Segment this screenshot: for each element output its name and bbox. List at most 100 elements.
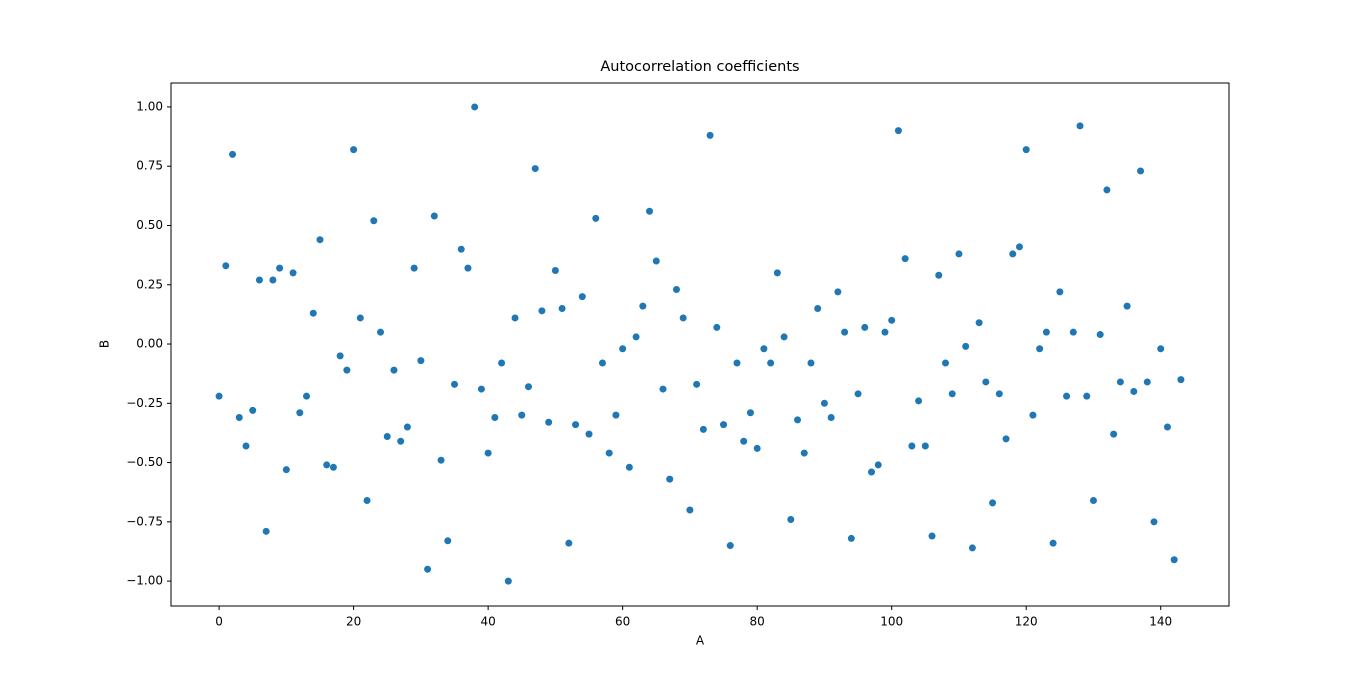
point [289, 269, 297, 277]
point [780, 333, 788, 341]
point [941, 359, 949, 367]
point [276, 264, 284, 272]
point [531, 165, 539, 173]
point [1015, 243, 1023, 251]
point [921, 442, 929, 450]
point [229, 150, 237, 158]
y-tick-label: −0.25 [126, 396, 163, 410]
point [1009, 250, 1017, 258]
point [1063, 392, 1071, 400]
y-tick-label: 0.25 [136, 277, 163, 291]
point [511, 314, 519, 322]
point [1042, 328, 1050, 336]
point [787, 515, 795, 523]
point [773, 269, 781, 277]
point [968, 544, 976, 552]
chart-title: Autocorrelation coefficients [600, 59, 799, 75]
point [894, 127, 902, 135]
point [242, 442, 250, 450]
point [524, 383, 532, 391]
x-tick-label: 0 [215, 615, 223, 629]
point [545, 418, 553, 426]
x-tick-label: 120 [1015, 615, 1038, 629]
point [572, 421, 580, 429]
point [847, 534, 855, 542]
point [982, 378, 990, 386]
point [491, 414, 499, 422]
point [377, 328, 385, 336]
y-tick-label: −0.50 [126, 455, 163, 469]
point [652, 257, 660, 265]
point [632, 333, 640, 341]
point [249, 406, 257, 414]
x-axis-label: A [696, 634, 705, 648]
point [1096, 331, 1104, 339]
x-tick-label: 100 [880, 615, 903, 629]
point [962, 342, 970, 350]
point [955, 250, 963, 258]
point [841, 328, 849, 336]
point [383, 432, 391, 440]
point [444, 537, 452, 545]
point [451, 380, 459, 388]
point [706, 131, 714, 139]
point [989, 499, 997, 507]
point [646, 207, 654, 215]
point [861, 323, 869, 331]
point [585, 430, 593, 438]
point [457, 245, 465, 253]
point [686, 506, 694, 514]
point [794, 416, 802, 424]
point [746, 409, 754, 417]
point [679, 314, 687, 322]
point [598, 359, 606, 367]
point [363, 496, 371, 504]
point [948, 390, 956, 398]
point [908, 442, 916, 450]
y-axis-label: B [98, 340, 112, 348]
point [303, 392, 311, 400]
point [518, 411, 526, 419]
point [928, 532, 936, 540]
point [1170, 556, 1178, 564]
point [753, 444, 761, 452]
point [935, 271, 943, 279]
point [343, 366, 351, 374]
point [1083, 392, 1091, 400]
point [1036, 345, 1044, 353]
point [504, 577, 512, 585]
point [484, 449, 492, 457]
x-tick-label: 20 [346, 615, 361, 629]
point [269, 276, 277, 284]
point [1103, 186, 1111, 194]
point [740, 437, 748, 445]
point [417, 357, 425, 365]
y-tick-label: 0.50 [136, 218, 163, 232]
point [874, 461, 882, 469]
point [659, 385, 667, 393]
point [854, 390, 862, 398]
point [370, 217, 378, 225]
point [713, 323, 721, 331]
point [464, 264, 472, 272]
point [901, 255, 909, 263]
point [296, 409, 304, 417]
y-tick-label: −1.00 [126, 574, 163, 588]
point [1177, 376, 1185, 384]
point [699, 425, 707, 433]
point [350, 146, 358, 154]
point [881, 328, 889, 336]
point [215, 392, 223, 400]
point [605, 449, 613, 457]
point [222, 262, 230, 270]
point [255, 276, 263, 284]
point [1123, 302, 1131, 310]
point [235, 414, 243, 422]
point [820, 399, 828, 407]
point [888, 316, 896, 324]
point [733, 359, 741, 367]
point [1049, 539, 1057, 547]
point [1089, 496, 1097, 504]
